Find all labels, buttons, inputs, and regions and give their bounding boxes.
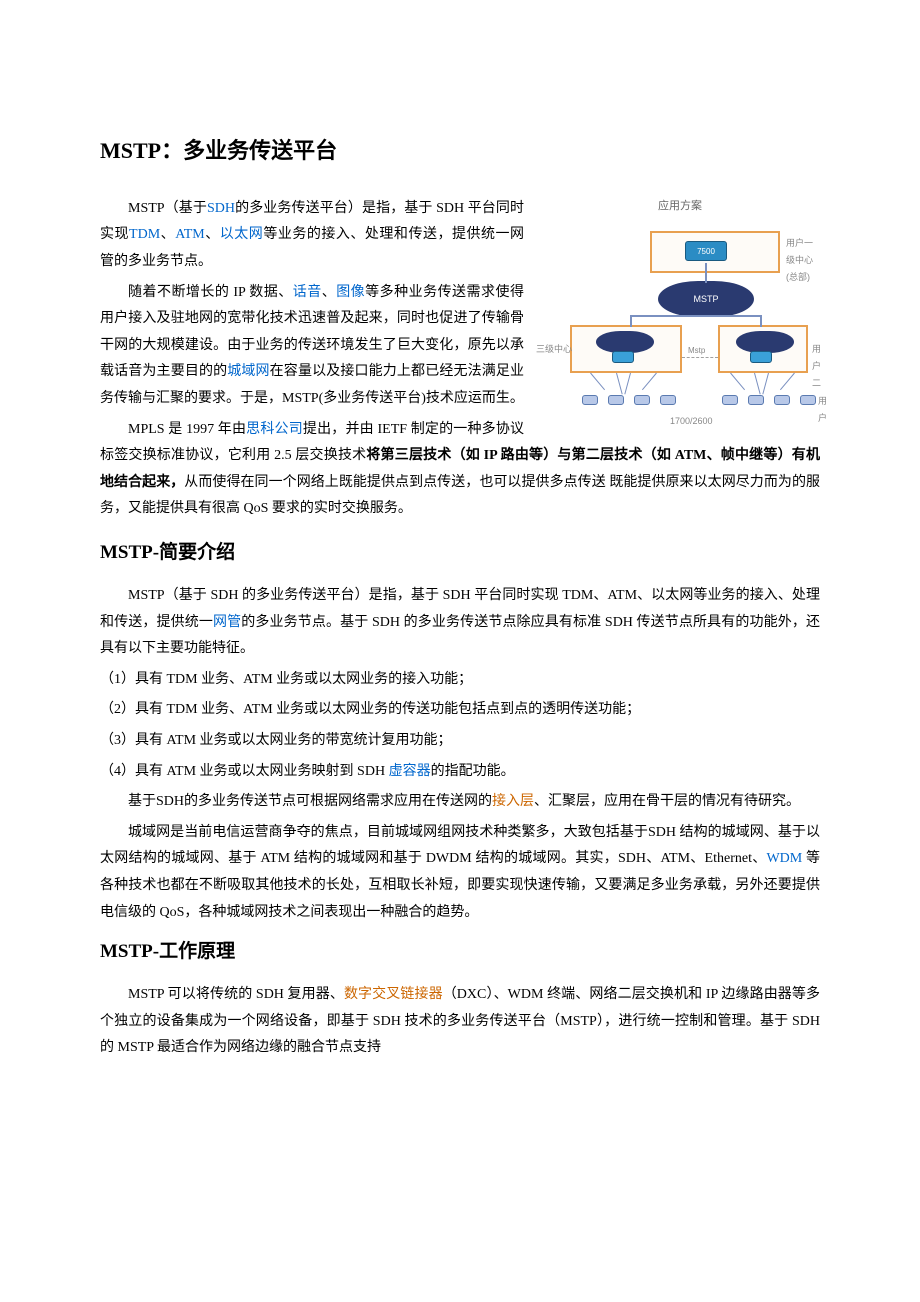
- application-diagram: 应用方案 7500 用户一级中心(总部) MSTP 三级中心 用户二: [540, 196, 820, 433]
- diagram-connector: [762, 373, 769, 395]
- diagram-client-node: [722, 395, 738, 405]
- diagram-left-router: [612, 351, 634, 363]
- diagram-mstp-cloud: MSTP: [658, 281, 754, 317]
- diagram-connector: [730, 372, 745, 389]
- diagram-client-node: [608, 395, 624, 405]
- diagram-connector: [616, 373, 623, 395]
- link-sdh[interactable]: SDH: [207, 201, 235, 216]
- section-heading-brief: MSTP-简要介绍: [100, 535, 820, 571]
- text: 基于SDH的多业务传送节点可根据网络需求应用在传送网的: [128, 794, 492, 809]
- text: 随着不断增长的 IP 数据、: [128, 285, 293, 300]
- text: 、汇聚层，应用在骨干层的情况有待研究。: [534, 794, 800, 809]
- text: MSTP 可以将传统的 SDH 复用器、: [128, 987, 344, 1002]
- diagram-client-node: [774, 395, 790, 405]
- link-access-layer[interactable]: 接入层: [492, 794, 534, 809]
- diagram-client-node: [748, 395, 764, 405]
- text: 、: [322, 285, 336, 300]
- diagram-client-node: [582, 395, 598, 405]
- diagram-client-node: [634, 395, 650, 405]
- diagram-client-node: [660, 395, 676, 405]
- feature-item-2: （2）具有 TDM 业务、ATM 业务或以太网业务的传送功能包括点到点的透明传送…: [100, 697, 820, 724]
- diagram-node-7500: 7500: [685, 241, 727, 261]
- link-wdm[interactable]: WDM: [766, 851, 802, 866]
- text: MPLS 是 1997 年由: [128, 422, 246, 437]
- brief-paragraph-2: 基于SDH的多业务传送节点可根据网络需求应用在传送网的接入层、汇聚层，应用在骨干…: [100, 789, 820, 816]
- feature-item-1: （1）具有 TDM 业务、ATM 业务或以太网业务的接入功能；: [100, 667, 820, 694]
- link-man[interactable]: 城域网: [227, 364, 269, 379]
- link-voice[interactable]: 话音: [293, 285, 322, 300]
- diagram-client-node: [800, 395, 816, 405]
- diagram-connector: [590, 372, 605, 389]
- diagram-caption: 应用方案: [540, 196, 820, 217]
- text: 、: [160, 227, 175, 242]
- text: 的指配功能。: [431, 764, 515, 779]
- diagram-label-bottom: 1700/2600: [670, 413, 713, 430]
- text: 、: [205, 227, 220, 242]
- diagram-label-user2: 用户二: [812, 341, 821, 392]
- diagram-label-user: 用户: [818, 393, 827, 427]
- link-atm[interactable]: ATM: [175, 227, 205, 242]
- feature-item-4: （4）具有 ATM 业务或以太网业务映射到 SDH 虚容器的指配功能。: [100, 759, 820, 786]
- text: MSTP（基于: [128, 201, 207, 216]
- page-title: MSTP：多业务传送平台: [100, 130, 820, 172]
- diagram-canvas: 7500 用户一级中心(总部) MSTP 三级中心 用户二 Mstp: [540, 223, 820, 433]
- diagram-label-center: 三级中心: [536, 341, 572, 358]
- diagram-left-cloud: [596, 331, 654, 353]
- diagram-label-hq: 用户一级中心(总部): [786, 235, 820, 286]
- text: 城域网是当前电信运营商争夺的焦点，目前城域网组网技术种类繁多，大致包括基于SDH…: [100, 825, 820, 867]
- diagram-connector: [642, 372, 657, 389]
- link-tdm[interactable]: TDM: [129, 227, 160, 242]
- brief-paragraph-1: MSTP（基于 SDH 的多业务传送平台）是指，基于 SDH 平台同时实现 TD…: [100, 583, 820, 663]
- diagram-right-cloud: [736, 331, 794, 353]
- link-ethernet[interactable]: 以太网: [220, 227, 264, 242]
- diagram-connector: [630, 315, 762, 317]
- brief-paragraph-3: 城域网是当前电信运营商争夺的焦点，目前城域网组网技术种类繁多，大致包括基于SDH…: [100, 820, 820, 926]
- link-netmgmt[interactable]: 网管: [213, 615, 241, 630]
- feature-item-3: （3）具有 ATM 业务或以太网业务的带宽统计复用功能；: [100, 728, 820, 755]
- diagram-label-mstp-small: Mstp: [688, 343, 705, 358]
- link-cisco[interactable]: 思科公司: [246, 422, 303, 437]
- diagram-connector: [705, 263, 707, 283]
- link-vc[interactable]: 虚容器: [389, 764, 431, 779]
- section-heading-principle: MSTP-工作原理: [100, 934, 820, 970]
- text: 从而使得在同一个网络上既能提供点到点传送，也可以提供多点传送 既能提供原来以太网…: [100, 475, 820, 517]
- diagram-connector: [754, 373, 761, 395]
- link-dxc[interactable]: 数字交叉链接器: [344, 987, 443, 1002]
- diagram-right-router: [750, 351, 772, 363]
- diagram-connector: [624, 373, 631, 395]
- diagram-connector: [780, 372, 795, 389]
- link-image[interactable]: 图像: [336, 285, 365, 300]
- text: （4）具有 ATM 业务或以太网业务映射到 SDH: [100, 764, 389, 779]
- principle-paragraph-1: MSTP 可以将传统的 SDH 复用器、数字交叉链接器（DXC）、WDM 终端、…: [100, 982, 820, 1062]
